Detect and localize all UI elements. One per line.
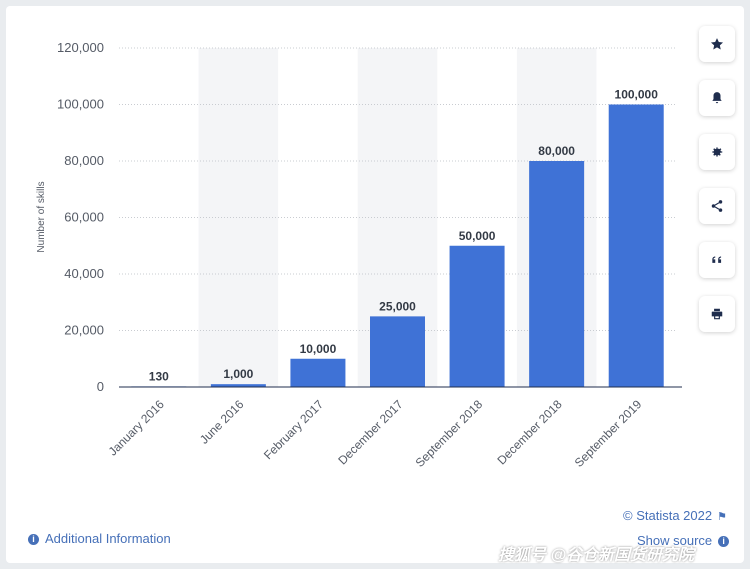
chart-card: 0 20,000 40,000 60,000 80,000 100,000 120,000 N… xyxy=(6,6,744,563)
settings-button[interactable] xyxy=(699,134,735,170)
info-icon: i xyxy=(28,534,39,545)
show-source-label: Show source xyxy=(637,533,713,548)
print-icon xyxy=(711,308,723,320)
y-tick-label: 60,000 xyxy=(64,210,104,225)
bar-value-label: 10,000 xyxy=(300,342,337,356)
bar xyxy=(449,245,505,387)
bar xyxy=(370,316,425,387)
y-tick-label: 80,000 xyxy=(64,153,104,168)
bar-value-label: 80,000 xyxy=(538,144,575,158)
bell-icon xyxy=(712,92,722,104)
copyright-label: © Statista 2022 xyxy=(623,508,713,523)
notification-button[interactable] xyxy=(699,80,735,116)
bar-value-label: 130 xyxy=(149,369,169,383)
bar xyxy=(608,104,664,387)
x-tick-label: December 2018 xyxy=(494,397,565,468)
bar-value-label: 50,000 xyxy=(459,229,496,243)
additional-information-link[interactable]: i Additional Information xyxy=(28,531,171,546)
gear-icon xyxy=(712,147,723,157)
bar-value-label: 1,000 xyxy=(223,367,253,381)
bar-value-label: 25,000 xyxy=(379,299,416,313)
y-tick-label: 0 xyxy=(97,379,104,394)
cite-button[interactable] xyxy=(699,242,735,278)
info-icon: i xyxy=(718,536,730,547)
x-tick-label: December 2017 xyxy=(335,397,406,468)
x-tick-label: September 2018 xyxy=(413,397,486,470)
x-tick-label: January 2016 xyxy=(106,397,168,459)
flag-icon: ⚑ xyxy=(717,511,727,523)
share-icon xyxy=(711,200,723,212)
y-tick-label: 20,000 xyxy=(64,323,104,338)
y-axis-label: Number of skills xyxy=(36,181,47,252)
copyright-text[interactable]: © Statista 2022 ⚑ xyxy=(623,508,727,523)
x-tick-label: September 2019 xyxy=(572,397,645,470)
watermark: 搜狐号 @谷仓新国货研究院 xyxy=(498,547,695,564)
y-tick-label: 120,000 xyxy=(57,40,104,55)
bar xyxy=(290,358,346,387)
toolbar-sidebar xyxy=(699,26,735,350)
x-tick-label: February 2017 xyxy=(261,397,326,462)
favorite-button[interactable] xyxy=(699,26,735,62)
bar-value-label: 100,000 xyxy=(615,88,659,102)
x-tick-label: June 2016 xyxy=(197,397,247,447)
y-tick-label: 40,000 xyxy=(64,266,104,281)
bar xyxy=(210,384,266,387)
y-tick-label: 100,000 xyxy=(57,97,104,112)
star-icon xyxy=(710,38,724,50)
quote-icon xyxy=(712,256,722,263)
additional-information-label: Additional Information xyxy=(45,531,171,546)
bar xyxy=(529,161,585,387)
background-band xyxy=(198,48,279,387)
share-button[interactable] xyxy=(699,188,735,224)
show-source-link[interactable]: Show source i xyxy=(637,533,730,548)
bar-chart: 0 20,000 40,000 60,000 80,000 100,000 120,000 N… xyxy=(36,40,682,470)
print-button[interactable] xyxy=(699,296,735,332)
